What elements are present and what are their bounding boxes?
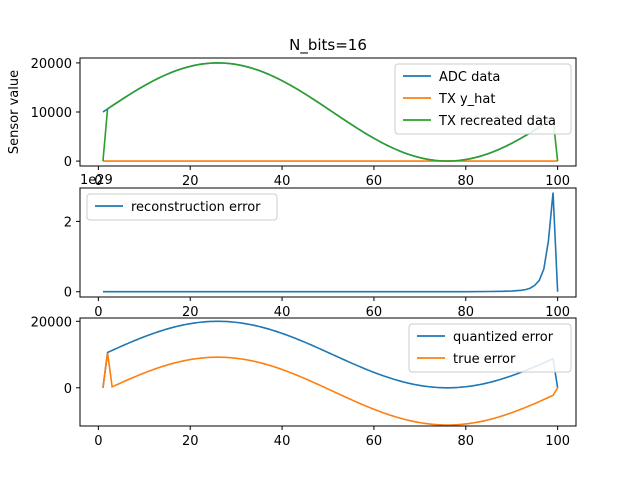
x-tick-label: 40 [274,434,291,449]
legend-entry: TX recreated data [438,114,556,129]
legend-entry: quantized error [453,330,554,345]
y-tick-label: 20000 [31,315,72,330]
series-line-2-1 [102,192,559,293]
legend: reconstruction error [86,193,278,221]
legend-entry: reconstruction error [131,200,261,215]
figure-title: N_bits=16 [289,36,367,55]
x-tick-label: 80 [458,174,475,189]
axes-frame [79,187,577,298]
y-tick-label: 0 [64,286,72,301]
y-tick-label: 20000 [31,57,72,72]
x-tick-label: 20 [182,305,199,320]
x-tick-label: 100 [545,174,570,189]
subplot-2: 0 20 40 60 80 100 0 2 1e29 reconstruction error [64,173,577,320]
y-tick-label: 0 [64,155,72,170]
axis-offset-label: 1e29 [80,173,113,188]
axes-frame [79,317,577,427]
legend-box [394,63,572,135]
legend-box [86,193,278,221]
x-tick-label: 100 [545,434,570,449]
x-tick-label: 0 [94,305,102,320]
x-tick-label: 80 [458,434,475,449]
subplot-3: 0 20 40 60 80 100 0 20000 quantized error true er… [31,315,577,449]
legend-entry: ADC data [439,70,500,85]
x-tick-label: 80 [458,305,475,320]
x-tick-label: 0 [94,434,102,449]
series-line-3-2 [102,352,559,426]
x-tick-label: 60 [366,174,383,189]
x-tick-label: 20 [182,434,199,449]
subplot-1: 0 20 40 60 80 100 0 10000 20000 Sensor value ADC d… [7,57,577,189]
x-tick-label: 0 [94,174,102,189]
x-tick-label: 40 [274,305,291,320]
y-tick-label: 0 [64,382,72,397]
legend: ADC data TX y_hat TX recreated data [394,63,572,135]
x-tick-label: 100 [545,305,570,320]
y-tick-label: 10000 [31,106,72,121]
x-tick-label: 20 [182,174,199,189]
legend-entry: TX y_hat [438,92,495,107]
series-line-3-1 [102,320,559,389]
x-tick-label: 60 [366,305,383,320]
x-tick-label: 60 [366,434,383,449]
y-tick-label: 2 [64,215,72,230]
series-line-1-3 [102,62,559,162]
y-axis-label: Sensor value [7,70,22,154]
legend-entry: true error [453,352,516,367]
legend: quantized error true error [408,323,572,373]
x-tick-label: 40 [274,174,291,189]
legend-box [408,323,572,373]
